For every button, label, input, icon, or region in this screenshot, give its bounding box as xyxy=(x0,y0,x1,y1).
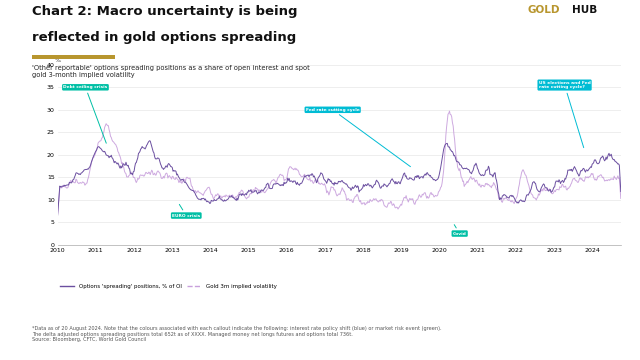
Text: GOLD: GOLD xyxy=(528,5,561,15)
Text: 'Other reportable' options spreading positions as a share of open interest and s: 'Other reportable' options spreading pos… xyxy=(32,65,310,78)
Text: Covid: Covid xyxy=(452,225,467,235)
Text: *Data as of 20 August 2024. Note that the colours associated with each callout i: *Data as of 20 August 2024. Note that th… xyxy=(32,326,442,342)
Legend: Options 'spreading' positions, % of OI, Gold 3m implied volatility: Options 'spreading' positions, % of OI, … xyxy=(60,284,276,289)
Text: Fed rate cutting cycle: Fed rate cutting cycle xyxy=(306,108,410,167)
Text: HUB: HUB xyxy=(572,5,596,15)
Text: US elections and Fed
rate cutting cycle?: US elections and Fed rate cutting cycle? xyxy=(539,81,591,148)
Text: Debt ceiling crisis: Debt ceiling crisis xyxy=(63,85,108,143)
Text: Chart 2: Macro uncertainty is being: Chart 2: Macro uncertainty is being xyxy=(32,5,298,18)
Text: EURO crisis: EURO crisis xyxy=(172,204,200,217)
Text: %: % xyxy=(55,58,61,63)
Text: reflected in gold options spreading: reflected in gold options spreading xyxy=(32,31,296,44)
